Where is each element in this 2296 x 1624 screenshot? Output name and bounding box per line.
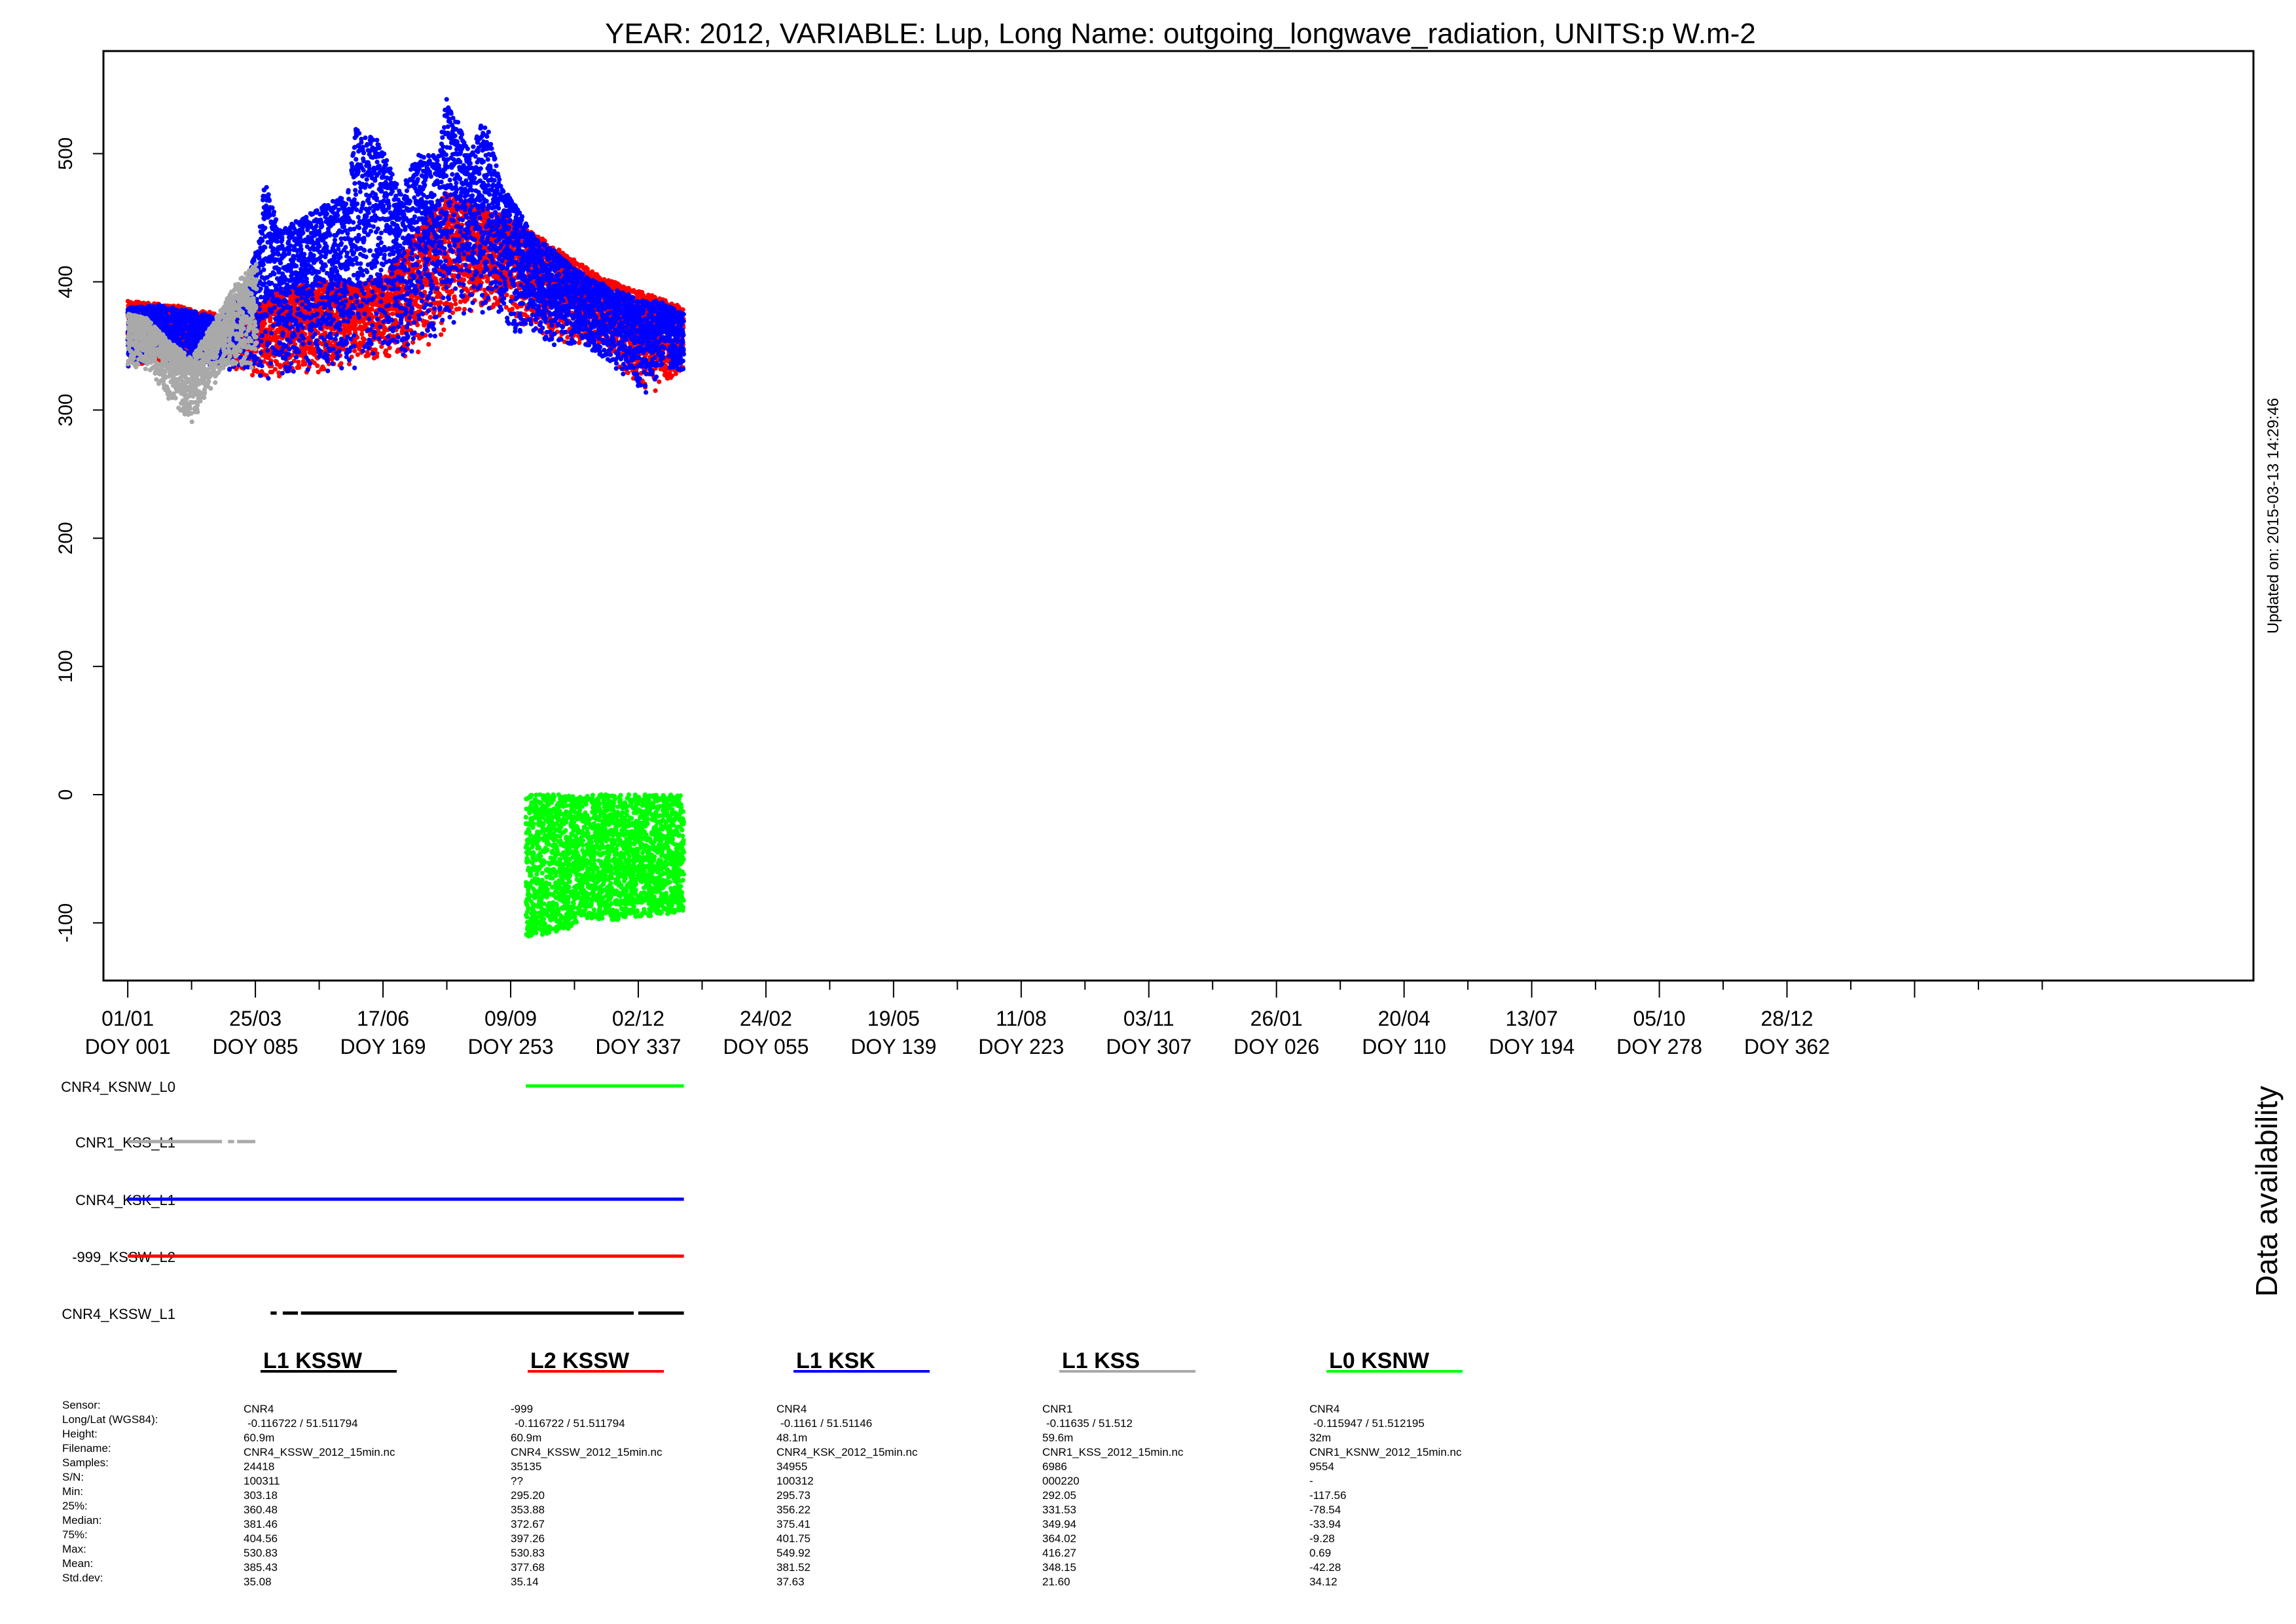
data-point: [441, 327, 446, 333]
data-point: [439, 332, 444, 337]
data-point: [250, 372, 255, 378]
plot-frame: [102, 50, 2255, 982]
data-point: [434, 280, 439, 285]
data-point: [338, 361, 344, 366]
data-point: [462, 277, 467, 282]
chart-title: YEAR: 2012, VARIABLE: Lup, Long Name: ou…: [605, 18, 1756, 50]
data-point: [359, 331, 365, 336]
data-point: [428, 314, 433, 320]
data-point: [297, 365, 302, 370]
data-point: [452, 297, 458, 302]
series-layer: [125, 97, 686, 939]
data-point: [383, 348, 389, 353]
data-point: [315, 363, 320, 369]
data-point: [346, 361, 352, 367]
data-point: [462, 306, 467, 312]
data-point: [270, 369, 275, 374]
data-point: [453, 301, 458, 306]
data-point: [456, 306, 462, 312]
data-point: [255, 369, 261, 374]
data-point: [261, 359, 266, 365]
data-point: [509, 306, 515, 312]
data-point: [352, 348, 357, 353]
data-point: [438, 300, 443, 305]
data-point: [272, 367, 278, 372]
data-point: [386, 353, 392, 359]
data-point: [262, 321, 267, 326]
data-point: [353, 321, 358, 327]
data-point: [416, 350, 421, 355]
data-point: [426, 342, 431, 347]
data-point: [278, 365, 283, 370]
data-point: [362, 337, 367, 342]
data-point: [276, 334, 282, 340]
data-point: [268, 316, 273, 321]
